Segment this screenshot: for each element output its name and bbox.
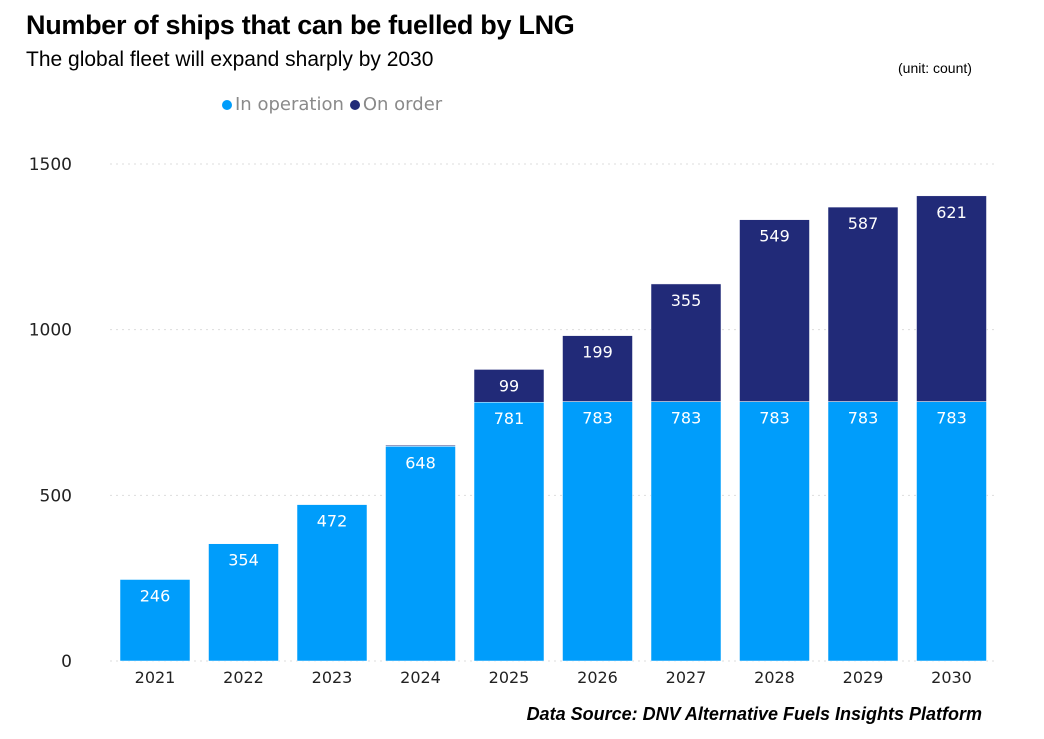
bar-in-operation <box>916 401 987 662</box>
x-tick-label: 2024 <box>400 668 441 687</box>
data-label: 472 <box>317 512 348 531</box>
x-tick-label: 2029 <box>843 668 884 687</box>
data-label: 783 <box>848 409 879 428</box>
bar-in-operation <box>650 401 722 662</box>
data-source: Data Source: DNV Alternative Fuels Insig… <box>526 704 982 724</box>
x-tick-label: 2026 <box>577 668 618 687</box>
bar-on-order <box>473 369 545 403</box>
bar-on-order <box>385 445 456 447</box>
bar-in-operation <box>296 504 368 662</box>
bar-in-operation <box>385 446 456 662</box>
x-tick-label: 2022 <box>223 668 264 687</box>
bar-on-order <box>827 206 899 402</box>
data-label: 621 <box>936 203 967 222</box>
bar-in-operation <box>208 543 279 662</box>
x-tick-label: 2025 <box>489 668 530 687</box>
data-label: 99 <box>499 376 519 395</box>
x-tick-label: 2028 <box>754 668 795 687</box>
bar-in-operation <box>739 401 810 662</box>
legend-label: On order <box>362 94 443 115</box>
legend-item-in-operation[interactable]: In operation <box>222 94 344 115</box>
x-tick-label: 2021 <box>135 668 176 687</box>
y-tick-label: 1000 <box>29 321 72 341</box>
x-tick-label: 2023 <box>312 668 353 687</box>
data-label: 783 <box>936 409 967 428</box>
unit-note: (unit: count) <box>898 60 972 76</box>
bar-in-operation <box>119 579 191 662</box>
data-label: 783 <box>759 409 790 428</box>
data-label: 549 <box>759 227 790 246</box>
legend-swatch-icon <box>349 99 360 110</box>
bar-on-order <box>916 195 987 402</box>
y-tick-label: 1500 <box>29 155 72 175</box>
bar-on-order <box>562 335 633 402</box>
bar-on-order <box>739 219 810 402</box>
data-label: 199 <box>582 343 613 362</box>
data-label: 648 <box>405 453 436 472</box>
bar-in-operation <box>473 401 545 662</box>
data-label: 355 <box>671 291 702 310</box>
data-label: 783 <box>671 409 702 428</box>
bar-in-operation <box>562 401 633 662</box>
legend-label: In operation <box>235 94 344 115</box>
data-label: 246 <box>140 586 171 605</box>
x-tick-label: 2027 <box>666 668 707 687</box>
data-label: 783 <box>582 409 613 428</box>
data-label: 354 <box>228 551 259 570</box>
bar-in-operation <box>827 401 899 662</box>
y-tick-label: 0 <box>61 652 72 672</box>
data-label: 781 <box>494 409 525 428</box>
data-label: 587 <box>848 214 879 233</box>
y-tick-label: 500 <box>40 486 72 506</box>
legend-item-on-order[interactable]: On order <box>349 94 443 115</box>
chart-title: Number of ships that can be fuelled by L… <box>26 10 575 40</box>
bar-on-order <box>650 283 722 402</box>
x-tick-label: 2030 <box>931 668 972 687</box>
chart-subtitle: The global fleet will expand sharply by … <box>26 48 434 71</box>
legend: In operation On order <box>222 94 442 115</box>
legend-swatch-icon <box>222 99 232 110</box>
